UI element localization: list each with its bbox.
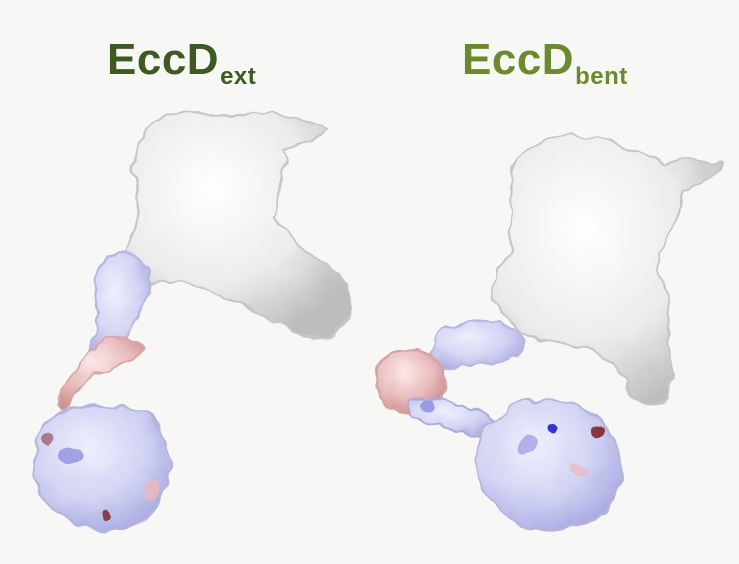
bent-lower-domain — [476, 398, 622, 532]
title-ext-subscript: ext — [220, 63, 257, 90]
bent-hinge-domain — [374, 348, 447, 415]
title-ext-main: EccD — [107, 35, 220, 84]
ext-upper-domain — [120, 111, 351, 338]
ext-lower-domain — [32, 404, 172, 532]
title-ecc-d-bent: EccDbent — [462, 35, 628, 89]
protein-surface-bent — [374, 135, 724, 532]
title-bent-main: EccD — [462, 35, 575, 84]
ext-red-linker — [57, 336, 147, 409]
title-ecc-d-ext: EccDext — [107, 35, 256, 89]
bent-upper-domain — [492, 135, 724, 406]
protein-surface-ext — [32, 111, 351, 532]
title-bent-subscript: bent — [575, 63, 628, 90]
bent-linker-arm — [430, 319, 525, 371]
